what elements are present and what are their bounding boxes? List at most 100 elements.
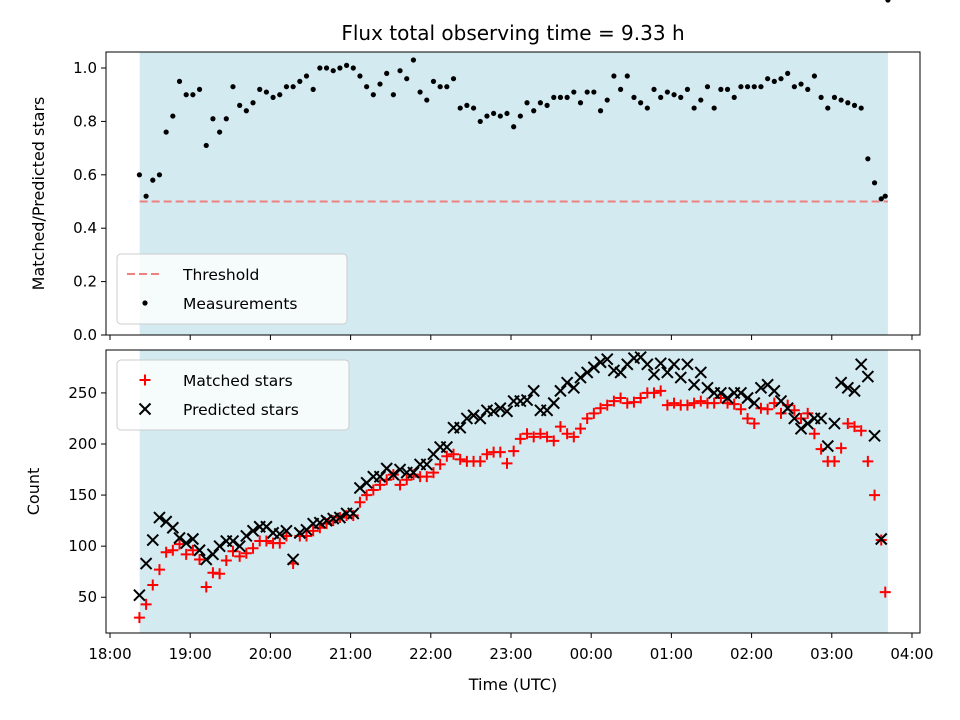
data-point xyxy=(624,73,630,79)
data-point xyxy=(353,481,367,495)
data-point xyxy=(648,387,660,399)
data-point xyxy=(762,403,774,415)
data-point xyxy=(594,356,607,369)
data-point xyxy=(791,84,797,90)
data-point xyxy=(711,105,717,111)
data-point xyxy=(879,586,891,598)
data-point xyxy=(748,396,761,410)
data-point xyxy=(260,535,272,547)
data-point xyxy=(133,612,145,624)
data-point xyxy=(647,368,661,381)
data-point xyxy=(615,392,627,404)
data-point xyxy=(551,94,557,100)
data-point xyxy=(521,428,533,440)
data-point xyxy=(214,568,226,580)
data-point xyxy=(544,102,550,108)
data-point xyxy=(303,73,310,79)
y-tick-label: 200 xyxy=(68,435,97,453)
data-point xyxy=(487,405,500,418)
data-point xyxy=(297,78,303,84)
data-point xyxy=(394,479,406,491)
data-point xyxy=(597,108,604,114)
data-point xyxy=(247,542,259,554)
data-point xyxy=(354,496,366,508)
x-tick-label: 20:00 xyxy=(249,645,292,663)
data-point xyxy=(133,588,146,602)
data-point xyxy=(808,428,820,440)
data-point xyxy=(721,391,734,405)
data-point xyxy=(722,397,734,409)
data-point xyxy=(146,533,159,547)
chart-title: Flux total observing time = 9.33 h xyxy=(341,21,684,45)
data-point xyxy=(457,105,463,111)
data-point xyxy=(541,431,553,443)
data-point xyxy=(481,448,493,460)
data-point xyxy=(460,412,474,425)
data-point xyxy=(547,396,560,410)
data-point xyxy=(641,358,654,371)
legend: Threshold Measurements xyxy=(116,253,348,325)
data-point xyxy=(771,78,777,84)
data-point xyxy=(528,431,540,443)
data-point xyxy=(310,86,316,92)
data-point xyxy=(430,78,437,84)
data-point xyxy=(280,524,293,538)
data-point xyxy=(785,70,791,76)
data-point xyxy=(604,97,610,103)
data-point xyxy=(246,524,260,538)
data-point xyxy=(775,407,787,419)
data-point xyxy=(504,110,510,117)
data-point xyxy=(681,358,694,371)
data-point xyxy=(667,358,681,371)
data-point xyxy=(333,511,347,524)
data-point xyxy=(140,598,152,610)
data-point xyxy=(179,536,193,550)
data-point xyxy=(166,521,180,534)
data-point xyxy=(714,386,728,400)
data-point xyxy=(811,73,818,79)
data-point xyxy=(183,92,189,98)
legend-box xyxy=(116,359,350,431)
data-point xyxy=(617,86,624,92)
axes-frame xyxy=(105,51,921,336)
data-point xyxy=(741,391,754,405)
data-point xyxy=(421,471,433,483)
data-point xyxy=(587,361,601,374)
legend-predicted-swatch xyxy=(138,402,152,416)
data-point xyxy=(420,458,433,471)
data-point xyxy=(393,463,407,476)
y-tick-label: 0.6 xyxy=(73,166,97,184)
data-point xyxy=(444,84,450,90)
data-point xyxy=(508,445,520,457)
data-point xyxy=(671,92,677,98)
data-point xyxy=(407,466,420,479)
data-point xyxy=(794,422,808,435)
data-point xyxy=(742,412,754,424)
data-point xyxy=(290,84,296,90)
data-point xyxy=(139,557,153,570)
data-point xyxy=(664,89,670,95)
data-point xyxy=(838,97,844,103)
data-point xyxy=(317,65,323,71)
data-point xyxy=(621,397,633,409)
data-point xyxy=(854,358,868,371)
data-point xyxy=(718,86,724,92)
data-point xyxy=(273,527,286,541)
y-tick-label: 0.2 xyxy=(73,273,97,291)
data-point xyxy=(724,86,731,92)
data-point xyxy=(564,94,570,100)
data-point xyxy=(434,458,446,470)
data-point xyxy=(448,448,460,460)
data-point xyxy=(153,511,166,524)
data-point xyxy=(651,86,657,92)
data-point xyxy=(500,405,514,418)
data-point xyxy=(424,97,430,103)
data-point xyxy=(464,102,470,108)
data-point xyxy=(658,94,664,100)
data-point xyxy=(638,100,644,106)
data-point xyxy=(174,538,186,550)
data-point xyxy=(200,553,213,566)
data-point xyxy=(814,412,828,425)
data-point xyxy=(234,550,246,562)
data-point xyxy=(517,113,523,119)
